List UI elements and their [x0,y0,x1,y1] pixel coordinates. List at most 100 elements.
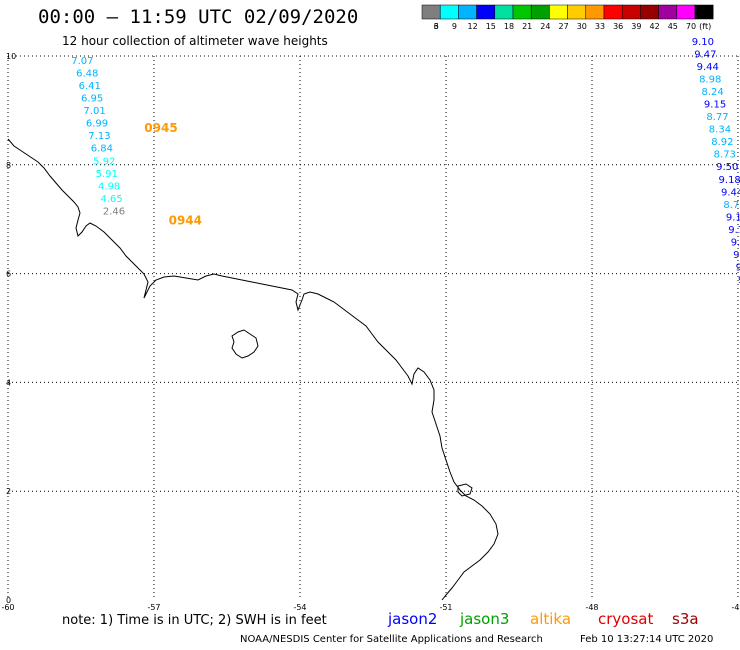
satellite-name-jason2: jason2 [388,610,438,628]
wave-height-label: 7.13 [88,131,110,142]
altimeter-tracks: 7.07 6.486.41 6.957.01 6.997.13 6.845.92 5.91… [71,37,740,286]
wave-height-label: 9.10 [692,37,714,48]
color-legend: 6 9 12 15 18 21 24 27 30 33 36 39 42 45 70 3 (ft) [421,4,714,31]
legend-tick-label: 12 [468,22,478,31]
wave-height-label: 7.07 [71,56,93,67]
wave-height-label: 9.36 [738,275,740,286]
wave-height-label: 6.95 [81,94,103,105]
legend-swatch [512,4,532,20]
wave-height-label: 6.99 [86,119,108,130]
legend-swatch [530,4,550,20]
legend-swatch [658,4,678,20]
wave-height-label: 6.48 [76,69,98,80]
x-tick-label: -48 [585,603,598,612]
legend-tick-label: 42 [650,22,660,31]
legend-tick-label: 70 [686,22,696,31]
coastline-path [7,138,499,601]
wave-height-label: 5.92 [93,156,115,167]
wave-height-label: 8.24 [702,87,724,98]
wave-height-label: 9.74 [728,225,740,236]
legend-unit-label: (ft) [699,22,711,31]
satellite-name-altika: altika [530,610,572,628]
legend-swatch [676,4,696,20]
timestamp: Feb 10 13:27:14 UTC 2020 [580,634,714,645]
wave-height-label: 9.87 [731,237,740,248]
wave-height-label: 8.73 [714,150,736,161]
legend-swatch [621,4,641,20]
page-subtitle: 12 hour collection of altimeter wave hei… [62,34,328,48]
legend-tick-label: 15 [486,22,496,31]
y-tick-label: 6 [6,270,11,279]
legend-tick-label: 33 [595,22,605,31]
wave-height-label: 4.98 [98,181,120,192]
island-path [231,329,259,359]
lat-lon-grid [7,55,739,600]
wave-height-label: 8.77 [706,112,728,123]
wave-height-label: 6.41 [79,81,101,92]
credit-text: NOAA/NESDIS Center for Satellite Applica… [240,634,543,645]
legend-swatch [458,4,477,20]
wave-height-label: 5.91 [96,169,118,180]
wave-height-label: 8.77 [723,200,740,211]
wave-height-label: 9.18 [719,175,740,186]
y-tick-label: 10 [6,52,16,61]
legend-swatch [421,4,441,20]
pass-time-label: 0945 [144,121,177,135]
wave-height-label: 8.98 [699,75,721,86]
legend-tick-label: 3 [434,22,439,31]
wave-height-label: 9.50 [716,162,738,173]
legend-tick-label: 39 [631,22,641,31]
track-jason3: 7.07 6.486.41 6.957.01 6.997.13 6.845.92 5.91… [71,56,202,227]
wave-height-label: 4.65 [100,194,122,205]
x-tick-label: -51 [439,603,452,612]
legend-swatch [439,4,459,20]
wave-height-label: 7.01 [83,106,105,117]
legend-swatch [476,4,496,20]
legend-tick-label: 21 [522,22,532,31]
page-title: 00:00 – 11:59 UTC 02/09/2020 [38,6,359,28]
y-tick-label: 0 [6,596,11,605]
x-tick-label: -57 [147,603,160,612]
satellite-name-jason3: jason3 [460,610,510,628]
axis-labels: -60 -57 -54 -51 -48 -45 0 2 4 6 8 10 [1,52,740,612]
legend-tick-label: 45 [668,22,678,31]
footer-note: note: 1) Time is in UTC; 2) SWH is in fe… [62,613,327,628]
satellite-name-cryosat: cryosat [598,610,654,628]
y-tick-label: 4 [6,378,11,387]
wave-height-label: 9.40 [733,250,740,261]
x-tick-label: -54 [293,603,306,612]
y-tick-label: 8 [6,161,11,170]
wave-height-label: 2.46 [103,206,125,217]
legend-tick-label: 18 [504,22,514,31]
wave-height-label: 9.24 [736,262,740,273]
wave-height-label: 9.44 [721,187,740,198]
legend-swatch [694,4,714,20]
satellite-name-s3a: s3a [672,610,699,628]
wave-height-label: 9.15 [704,100,726,111]
track-altika: 9.109.479.448.988.249.158.778.348.928.73… [692,37,740,286]
coastline [7,138,499,601]
legend-tick-label: 9 [452,22,457,31]
legend-tick-label: 24 [540,22,550,31]
legend-swatch [603,4,623,20]
legend-tick-label: 36 [613,22,623,31]
x-tick-label: -60 [1,603,14,612]
pass-time-label: 0944 [169,214,202,228]
wave-height-label: 9.47 [694,50,716,61]
wave-height-label: 9.44 [697,62,719,73]
legend-swatch [640,4,659,20]
legend-tick-label: 30 [577,22,587,31]
island-path-2 [457,483,473,497]
legend-swatch [585,4,605,20]
wave-height-label: 8.92 [711,137,733,148]
wave-height-label: 6.84 [91,144,113,155]
legend-tick-label: 6 [434,22,439,31]
x-tick-label: -45 [731,603,740,612]
wave-height-label: 9.17 [726,212,740,223]
y-tick-label: 2 [6,487,11,496]
legend-swatch [567,4,587,20]
wave-height-label: 8.34 [709,125,731,136]
legend-swatch [494,4,514,20]
